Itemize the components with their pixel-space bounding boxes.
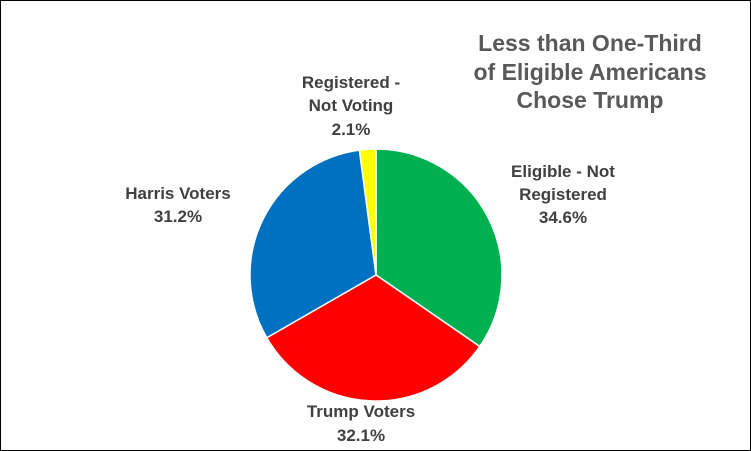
- pie-slice-eligible-not-registered: [375, 148, 503, 348]
- slice-label-name-harris: Harris Voters: [125, 184, 231, 203]
- pie-slice-registered-not-voting: [358, 148, 377, 276]
- chart-title: Less than One-Third of Eligible American…: [473, 30, 706, 113]
- title-line-3: Chose Trump: [517, 87, 664, 113]
- pie-slice-trump-voters: [265, 274, 481, 402]
- slice-label-value-harris: 31.2%: [154, 207, 202, 226]
- slice-label-value-eligible: 34.6%: [539, 208, 587, 227]
- slice-labels: Eligible - Not Registered 34.6% Trump Vo…: [125, 73, 615, 445]
- slice-label-name-registered-line-2: Not Voting: [309, 96, 394, 115]
- title-line-2: of Eligible Americans: [473, 59, 706, 85]
- slice-label-value-trump: 32.1%: [337, 426, 385, 445]
- pie-slice-harris-voters: [249, 149, 377, 339]
- slice-label-name-trump: Trump Voters: [307, 402, 415, 421]
- slice-label-name-eligible-line-1: Eligible - Not: [511, 162, 615, 181]
- slice-label-name-eligible-line-2: Registered: [519, 185, 607, 204]
- pie-slices: [249, 148, 503, 402]
- slice-label-value-registered: 2.1%: [332, 120, 371, 139]
- title-line-1: Less than One-Third: [478, 30, 702, 56]
- slice-label-name-registered-line-1: Registered -: [302, 73, 400, 92]
